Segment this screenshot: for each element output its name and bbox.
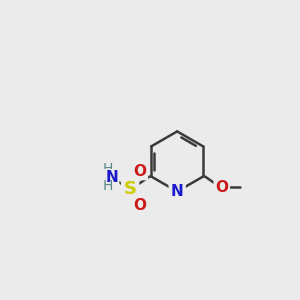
Text: O: O bbox=[134, 164, 147, 179]
Text: O: O bbox=[215, 180, 228, 195]
Text: N: N bbox=[105, 170, 118, 185]
Text: H: H bbox=[103, 162, 113, 176]
Text: O: O bbox=[134, 199, 147, 214]
Text: N: N bbox=[171, 184, 184, 199]
Text: H: H bbox=[103, 179, 113, 194]
Text: S: S bbox=[124, 180, 136, 198]
